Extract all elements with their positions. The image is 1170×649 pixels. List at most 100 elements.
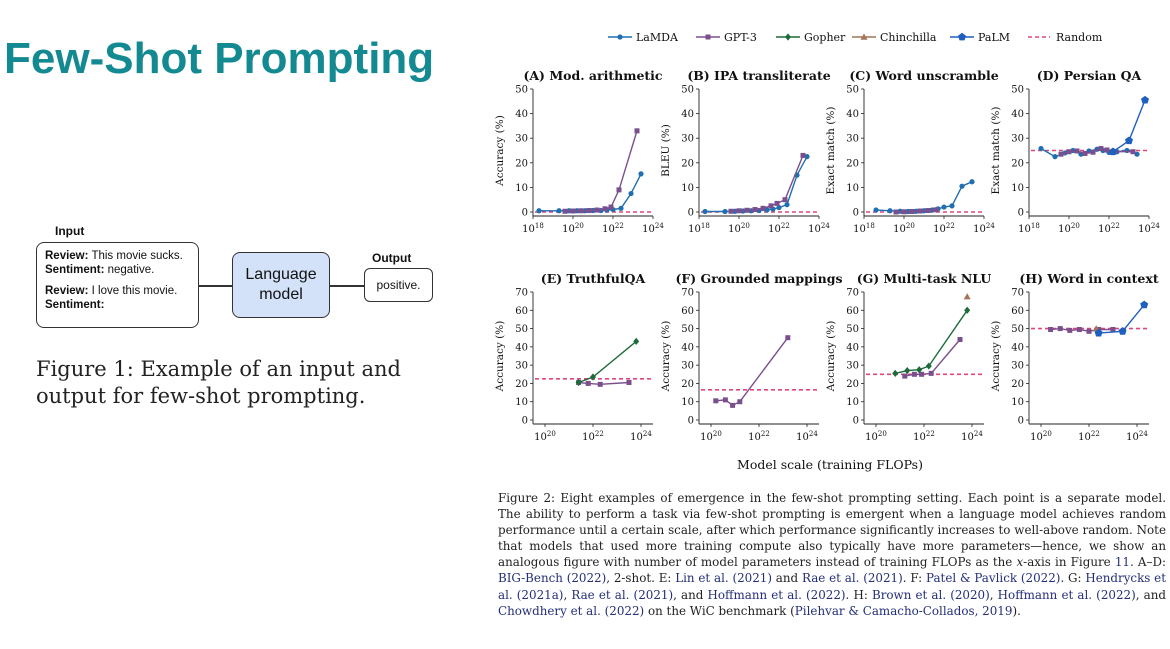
y-tick-label: 50 — [515, 85, 528, 96]
caption-text: , and — [1135, 587, 1166, 602]
data-point — [626, 380, 632, 386]
y-tick-label: 20 — [1011, 379, 1024, 390]
y-tick-label: 50 — [681, 85, 694, 96]
citation-link[interactable]: Rae et al. (2021) — [801, 571, 903, 586]
y-tick-label: 60 — [681, 306, 694, 317]
series-line — [875, 181, 973, 213]
y-tick-label: 10 — [515, 183, 528, 194]
y-tick-label: 50 — [1011, 85, 1024, 96]
series-line — [578, 340, 637, 384]
data-point — [616, 187, 622, 193]
caption-text: , — [989, 587, 998, 602]
data-point — [782, 197, 788, 203]
citation-link[interactable]: Lin et al. (2021) — [675, 571, 772, 586]
review-key: Review: — [45, 250, 89, 262]
data-point — [1141, 95, 1149, 104]
data-point — [964, 306, 971, 314]
x-tick-label: 1024 — [961, 430, 983, 443]
data-point — [590, 373, 596, 381]
x-tick-label: 1020 — [893, 222, 915, 235]
data-point — [768, 203, 774, 209]
data-point — [702, 208, 708, 215]
y-tick-label: 40 — [1011, 109, 1024, 120]
caption-text: on the WiC benchmark ( — [644, 603, 795, 618]
y-tick-label: 60 — [1011, 306, 1024, 317]
data-point — [1057, 326, 1063, 332]
data-point — [1067, 327, 1073, 333]
x-axis-title: Model scale (training FLOPs) — [737, 457, 923, 472]
sentiment-key: Sentiment: — [45, 299, 105, 311]
data-point — [909, 209, 915, 215]
data-point — [1118, 327, 1127, 335]
citation-link[interactable]: BIG-Bench (2022) — [498, 571, 607, 586]
chart-title: (G) Multi-task NLU — [857, 271, 992, 286]
y-tick-label: 30 — [681, 134, 694, 145]
y-tick-label: 50 — [1011, 324, 1024, 335]
example-2: Review: I love this movie. Sentiment: — [45, 284, 198, 312]
y-tick-label: 20 — [681, 379, 694, 390]
data-point — [1098, 146, 1104, 152]
data-point — [1048, 326, 1054, 332]
data-point — [1104, 147, 1110, 153]
data-point — [800, 152, 806, 158]
citation-link[interactable]: Chowdhery et al. (2022) — [498, 603, 645, 618]
y-tick-label: 60 — [846, 306, 859, 317]
y-tick-label: 30 — [846, 134, 859, 145]
data-point — [917, 208, 923, 214]
data-point — [737, 399, 743, 405]
data-point — [1052, 154, 1058, 160]
chart-title: (A) Mod. arithmetic — [523, 68, 662, 83]
y-axis-label: Accuracy (%) — [494, 115, 506, 187]
y-tick-label: 50 — [846, 324, 859, 335]
data-point — [1082, 150, 1088, 156]
y-tick-label: 0 — [688, 416, 694, 427]
y-tick-label: 70 — [846, 288, 859, 299]
citation-link[interactable]: Rae et al. (2021) — [571, 587, 674, 602]
data-point — [774, 200, 780, 206]
y-tick-label: 20 — [846, 158, 859, 169]
citation-link[interactable]: Hendrycks et al. (2021a) — [498, 571, 1166, 602]
y-tick-label: 10 — [846, 397, 859, 408]
legend-marker — [705, 34, 711, 40]
y-axis-label: Accuracy (%) — [660, 321, 672, 393]
citation-link[interactable]: Hoffmann et al. (2022) — [707, 587, 846, 602]
data-point — [928, 370, 934, 376]
caption-text: Figure 2: Eight examples of emergence in… — [498, 491, 1166, 570]
citation-link[interactable]: Brown et al. (2020) — [871, 587, 990, 602]
data-point — [902, 373, 908, 379]
data-point — [608, 204, 614, 210]
y-tick-label: 10 — [681, 397, 694, 408]
legend-marker — [785, 33, 791, 41]
x-tick-label: 1020 — [865, 430, 887, 443]
data-point — [638, 171, 644, 177]
data-point — [1125, 136, 1133, 145]
citation-link[interactable]: Patel & Pavlick (2022) — [925, 571, 1061, 586]
y-tick-label: 0 — [853, 416, 859, 427]
data-point — [919, 371, 925, 377]
y-tick-label: 30 — [681, 361, 694, 372]
x-tick-label: 1024 — [808, 222, 830, 235]
y-tick-label: 40 — [1011, 342, 1024, 353]
data-point — [887, 208, 893, 214]
caption-text: -axis in Figure — [1023, 555, 1115, 570]
data-point — [575, 378, 582, 387]
data-point — [925, 362, 932, 370]
data-point — [1110, 326, 1116, 332]
caption-text: , — [563, 587, 572, 602]
citation-link[interactable]: 11 — [1114, 555, 1130, 570]
data-point — [949, 203, 955, 209]
y-tick-label: 50 — [846, 85, 859, 96]
citation-link[interactable]: Pilehvar & Camacho-Collados, 2019 — [794, 603, 1013, 618]
data-point — [602, 206, 608, 212]
y-tick-label: 30 — [1011, 361, 1024, 372]
y-tick-label: 20 — [1011, 158, 1024, 169]
y-tick-label: 20 — [681, 158, 694, 169]
data-point — [578, 208, 584, 214]
data-point — [1074, 148, 1080, 154]
y-tick-label: 20 — [515, 379, 528, 390]
citation-link[interactable]: Hoffmann et al. (2022) — [997, 587, 1136, 602]
y-tick-label: 30 — [1011, 134, 1024, 145]
legend-label: Chinchilla — [880, 31, 937, 44]
